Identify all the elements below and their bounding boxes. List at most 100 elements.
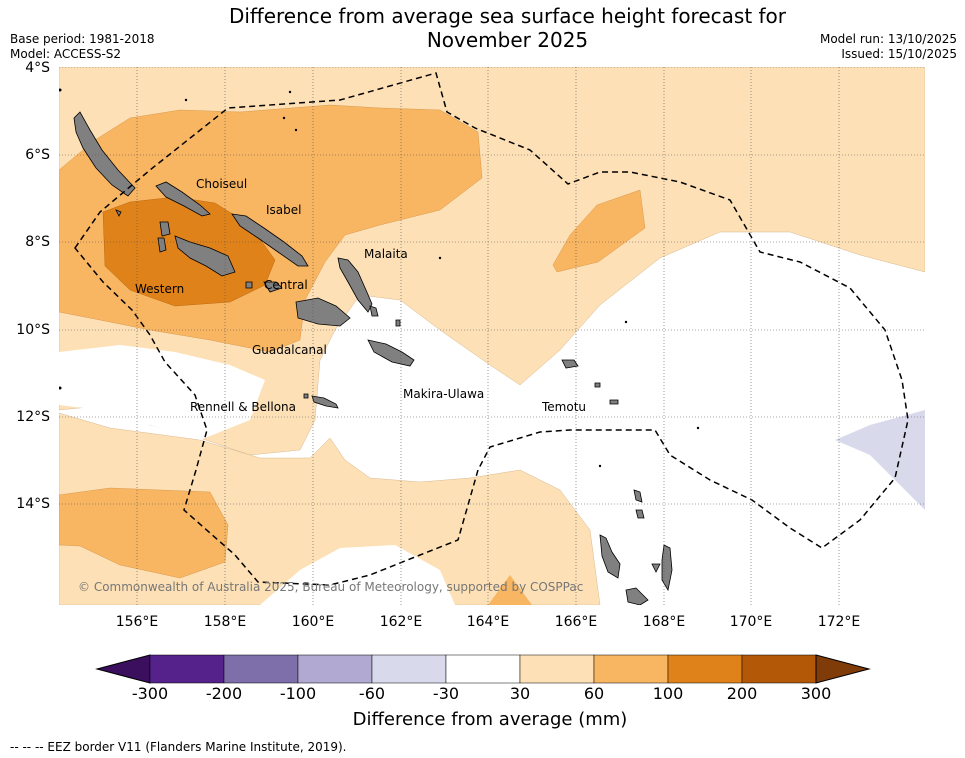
lat-label: 14°S [16,496,50,512]
islets [59,88,700,468]
island-shortland [115,209,122,217]
islands [73,111,673,605]
islet [598,464,602,468]
colorbar-segment [519,654,595,684]
colorbar-segment [593,654,669,684]
island-maewo [651,563,661,573]
colorbar-tick: 200 [726,684,758,703]
island-vanikoro [594,382,601,388]
lon-label: 170°E [729,614,773,630]
base-period: Base period: 1981-2018 [10,32,155,46]
island-new-georgia [174,235,236,277]
map-title: Difference from average sea surface heig… [180,4,835,52]
island-isabel [231,213,309,267]
map-area [59,67,925,605]
colorbar-tick: -200 [205,684,243,703]
lon-label: 164°E [466,614,510,630]
island-bellona [303,393,309,399]
colorbar-tick: -60 [358,684,386,703]
colorbar-tick: 300 [800,684,832,703]
island-guadalcanal [295,297,351,327]
islet [624,320,628,324]
island-ulawa [395,319,401,327]
island-russell [245,281,253,289]
eez-legend: -- -- -- EEZ border V11 (Flanders Marine… [10,740,347,754]
lat-label: 12°S [16,409,50,425]
place-label-isabel: Isabel [266,203,302,217]
colorbar-tick: -100 [279,684,317,703]
lon-label: 158°E [203,614,247,630]
place-label-choiseul: Choiseul [196,177,248,191]
title-line-1: Difference from average sea surface heig… [228,4,787,28]
islet [288,90,292,94]
place-label-central: Central [264,278,308,292]
lon-label: 166°E [554,614,598,630]
model-run: Model run: 13/10/2025 [819,32,957,46]
shade-60-100-east [552,189,646,273]
island-ngella [263,281,283,293]
colorbar [95,654,871,684]
copyright-notice: © Commonwealth of Australia 2025, Bureau… [78,580,584,594]
lat-label: 8°S [25,234,50,250]
meta-left: Base period: 1981-2018 Model: ACCESS-S2 [10,32,155,62]
colorbar-under-arrow [95,654,151,684]
island-tikopia [609,399,619,405]
islet [59,88,62,92]
lat-label: 6°S [25,147,50,163]
eez-border [74,72,909,586]
island-torres [633,489,643,503]
place-label-makira-ulawa: Makira-Ulawa [403,387,485,401]
place-label-temotu: Temotu [542,400,587,414]
island-bougainville [73,111,136,197]
island-makira [367,339,415,367]
colorbar-label: Difference from average (mm) [352,709,628,730]
model-name: Model: ACCESS-S2 [10,47,122,61]
colorbar-segment [223,654,299,684]
island-small-malaita [369,305,379,317]
place-label-rennell-bellona: Rennell & Bellona [190,400,297,414]
islet [184,98,188,102]
shade-60-100-southeast [488,575,532,605]
meta-right: Model run: 13/10/2025 Issued: 15/10/2025 [820,32,957,62]
lon-label: 168°E [642,614,686,630]
colorbar-segment [149,654,225,684]
place-label-guadalcanal: Guadalcanal [252,343,327,357]
place-label-western: Western [135,282,185,296]
island-banks [635,509,645,519]
colorbar-segment [741,654,817,684]
island-ranongga [157,237,167,253]
shade-neutral-west [59,345,265,440]
colorbar-tick: -30 [432,684,460,703]
colorbar-over-arrow [815,654,871,684]
island-vanuatu-east [661,544,673,592]
islet [282,116,286,120]
island-vella-lavella [159,221,171,237]
colorbar-tick: -300 [131,684,169,703]
colorbar-tick: 30 [509,684,531,703]
shade-neg-30-60 [835,410,925,510]
islet [59,386,62,390]
islet [438,256,442,260]
colorbar-segment [297,654,373,684]
lat-label: 10°S [16,322,50,338]
lat-label: 4°S [25,60,50,76]
colorbar-tick: 60 [583,684,605,703]
island-santa-cruz [561,359,579,369]
lon-label: 160°E [291,614,335,630]
lon-label: 162°E [379,614,423,630]
colorbar-segment [445,654,521,684]
colorbar-tick: 100 [652,684,684,703]
colorbar-segment [667,654,743,684]
title-line-2: November 2025 [426,28,589,52]
gridlines [59,67,925,605]
shade-neutral-south [260,545,455,605]
islet [696,426,700,430]
island-vanuatu-central [625,587,649,605]
place-label-malaita: Malaita [364,247,408,261]
island-vanuatu-north [599,534,621,579]
islet [294,128,298,132]
lon-label: 156°E [115,614,159,630]
island-rennell [311,395,339,409]
colorbar-segment [371,654,447,684]
